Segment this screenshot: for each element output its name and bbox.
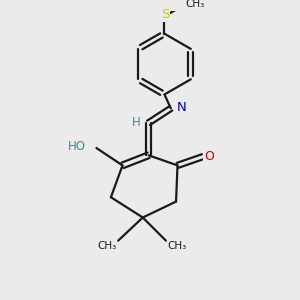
- Text: CH₃: CH₃: [168, 241, 187, 251]
- Text: CH₃: CH₃: [186, 0, 205, 9]
- Text: HO: HO: [68, 140, 85, 153]
- Text: H: H: [132, 116, 141, 129]
- Text: O: O: [204, 150, 214, 163]
- Text: S: S: [161, 8, 169, 21]
- Text: N: N: [177, 101, 187, 114]
- Text: CH₃: CH₃: [97, 241, 116, 251]
